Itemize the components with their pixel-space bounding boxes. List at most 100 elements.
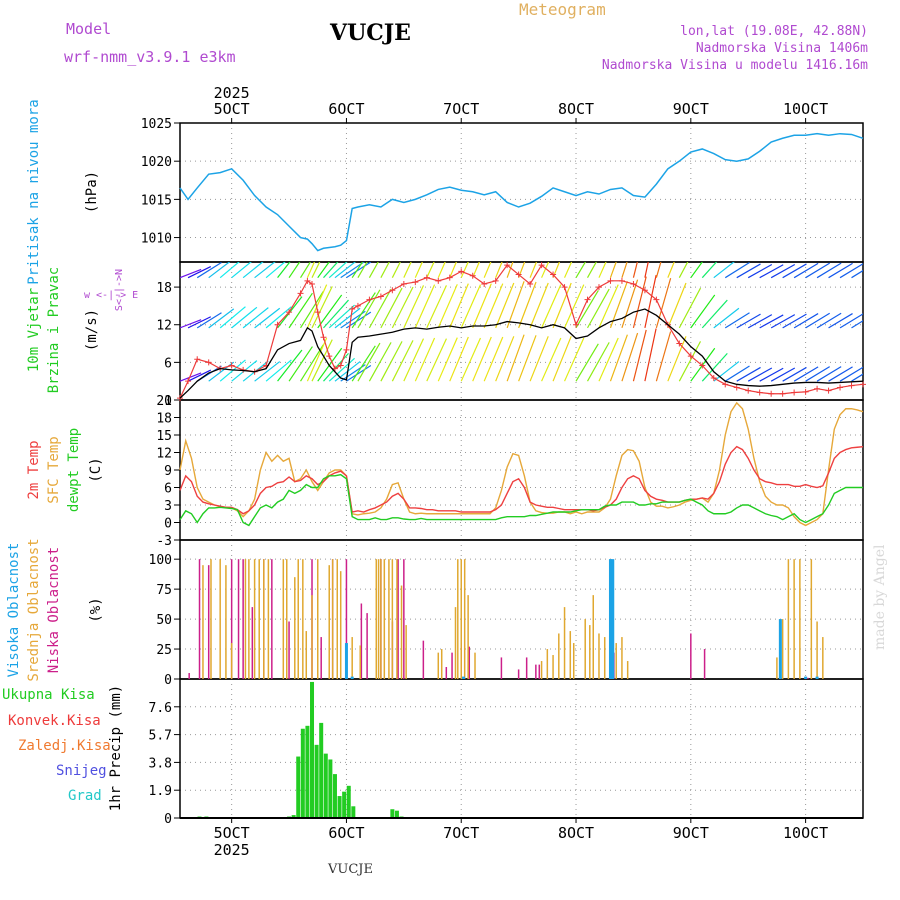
- precip-total-bar: [346, 785, 351, 818]
- precip-total-bar: [390, 809, 395, 818]
- time-label-bottom: 9OCT: [673, 824, 709, 842]
- wind-gust-marker: [573, 321, 580, 328]
- temp-ytick-label: 6: [164, 482, 172, 497]
- wind-barb: [655, 278, 672, 329]
- wind-barb: [529, 262, 538, 278]
- wind-barb: [380, 341, 403, 382]
- wind-barb: [770, 314, 796, 329]
- wind-barb: [747, 263, 773, 279]
- wind-barbs: [180, 262, 863, 382]
- pressure-frame: [179, 122, 864, 263]
- cloud-label-low: Niska Oblacnost: [46, 547, 62, 673]
- wind-gust-marker: [687, 353, 694, 360]
- wind-barb: [609, 281, 628, 329]
- wind-barb: [196, 312, 222, 329]
- wind-barb: [323, 262, 339, 279]
- wind-compass: w <-|-> E: [84, 290, 138, 301]
- wind-barb: [288, 292, 313, 329]
- wind-gust-marker: [286, 309, 293, 316]
- wind-barb: [586, 342, 610, 382]
- wind-barb: [747, 367, 773, 382]
- cloud-ytick-label: 50: [156, 613, 172, 628]
- wind-gust-line: [179, 264, 864, 399]
- wind-gust-marker: [768, 390, 775, 397]
- cloud-label-mid: Srednja Oblacnost: [26, 538, 42, 681]
- pressure-ytick-label: 1015: [141, 193, 172, 208]
- wind-barb: [300, 291, 324, 329]
- wind-barb: [414, 262, 423, 278]
- precip-ytick-label: 5.7: [149, 729, 172, 744]
- wind-gust-marker: [469, 272, 476, 279]
- wind-barb: [265, 359, 292, 382]
- temp-ytick-label: 9: [164, 464, 172, 479]
- wind-label-1: 10m Vjetar: [26, 288, 42, 372]
- time-label-top: 5OCT: [214, 100, 250, 118]
- wind-barb: [254, 361, 281, 382]
- wind-barb: [563, 284, 585, 329]
- wind-barb: [518, 335, 537, 382]
- wind-barb: [300, 344, 324, 382]
- precip-total-bar: [351, 806, 356, 818]
- wind-barb: [311, 286, 333, 329]
- wind-barb: [690, 262, 703, 279]
- precip-total-bar: [300, 728, 305, 818]
- precip-total-bar: [305, 725, 310, 818]
- wind-barb: [575, 262, 587, 278]
- wind-barb: [667, 336, 687, 382]
- wind-gust-marker: [228, 362, 235, 369]
- watermark: made by Angel: [872, 544, 888, 651]
- wind-gust-marker: [607, 277, 614, 284]
- wind-barb: [311, 339, 333, 382]
- wind-gust-marker: [527, 280, 534, 287]
- wind-barb: [586, 262, 597, 278]
- wind-barb: [351, 262, 364, 279]
- wind-frame: [179, 261, 864, 401]
- wind-barb: [495, 262, 503, 278]
- wind-barb: [368, 262, 379, 278]
- precip-total-bar: [342, 791, 347, 818]
- wind-barb: [598, 284, 619, 329]
- wind-barb: [187, 369, 212, 382]
- temp-ytick-label: 0: [164, 517, 172, 532]
- wind-barb: [518, 262, 526, 278]
- wind-barb: [862, 327, 863, 328]
- wind-barb: [323, 299, 349, 329]
- wind-barb: [460, 262, 469, 278]
- temp-label-dew: dewpt Temp: [66, 428, 82, 512]
- wind-gust-marker: [205, 359, 212, 366]
- wind-barb: [460, 284, 482, 329]
- wind-barb: [701, 299, 728, 329]
- wind-gust-marker: [618, 277, 625, 284]
- wind-barb: [231, 262, 252, 279]
- wind-barb: [575, 343, 599, 382]
- wind-barb: [793, 366, 819, 382]
- wind-barb: [713, 307, 740, 329]
- wind-unit: (m/s): [84, 309, 100, 351]
- wind-barb: [805, 366, 831, 382]
- wind-barb: [328, 262, 348, 279]
- wind-barb: [678, 287, 702, 329]
- wind-gust-marker: [354, 302, 361, 309]
- wind-barb: [472, 336, 492, 382]
- time-label-top: 6OCT: [328, 100, 364, 118]
- wind-gust-marker: [561, 284, 568, 291]
- wind-barb: [346, 311, 372, 329]
- wind-gust-marker: [194, 356, 201, 363]
- precip-legend-item: Grad: [68, 788, 102, 804]
- wind-barb: [357, 342, 381, 382]
- wind-barb: [368, 342, 392, 382]
- wind-ytick-label: 18: [156, 281, 172, 296]
- wind-gust-marker: [722, 381, 729, 388]
- wind-barb: [529, 282, 549, 329]
- wind-barb: [288, 346, 313, 382]
- wind-barb: [391, 286, 414, 329]
- temp-sfc-line: [179, 401, 864, 527]
- wind-barb: [621, 279, 639, 329]
- wind-barb: [598, 262, 607, 278]
- wind-barb: [506, 334, 525, 382]
- wind-barb: [351, 292, 376, 329]
- wind-barb: [208, 262, 231, 279]
- wind-gust-marker: [710, 375, 717, 382]
- precip-total-bar: [337, 796, 342, 818]
- precip-total-bar: [296, 756, 301, 818]
